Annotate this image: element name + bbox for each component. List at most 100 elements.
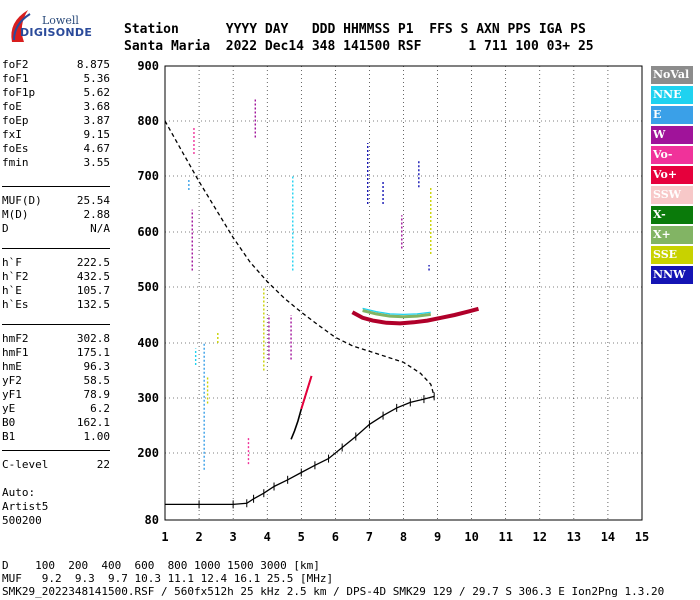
param-name: foEp — [2, 114, 29, 127]
param-row: foF2 8.875 — [2, 58, 110, 72]
param-value: 1.00 — [83, 430, 111, 443]
x-tick-label: 9 — [434, 530, 441, 544]
param-row: foF1 5.36 — [2, 72, 110, 86]
x-tick-label: 14 — [601, 530, 615, 544]
param-row: D N/A — [2, 222, 110, 236]
legend-item-vo: Vo+ — [651, 166, 693, 184]
footer-file-info: SMK29_2022348141500.RSF / 560fx512h 25 k… — [2, 585, 665, 598]
param-separator — [2, 324, 110, 325]
param-name: B1 — [2, 430, 16, 443]
x-tick-label: 7 — [366, 530, 373, 544]
x-tick-label: 11 — [498, 530, 512, 544]
virtual-height-profile — [164, 120, 435, 397]
logo-swoosh-icon — [11, 10, 31, 42]
lowell-digisonde-logo: Lowell DIGISONDE — [6, 4, 92, 44]
legend-item-nnw: NNW — [651, 266, 693, 284]
param-row: hmE 96.3 — [2, 360, 110, 374]
legend-item-w: W — [651, 126, 693, 144]
param-name: yF2 — [2, 374, 22, 387]
param-row: foEs 4.67 — [2, 142, 110, 156]
x-tick-label: 13 — [567, 530, 581, 544]
param-value: 58.5 — [83, 374, 111, 387]
param-value: 25.54 — [76, 194, 110, 207]
param-name: hmF2 — [2, 332, 29, 345]
param-value: 4.67 — [83, 142, 111, 155]
logo-text-lowell: Lowell — [42, 14, 79, 27]
y-tick-label: 400 — [137, 336, 159, 350]
param-value: 302.8 — [76, 332, 110, 345]
param-row: B0 162.1 — [2, 416, 110, 430]
y-tick-label: 200 — [137, 446, 159, 460]
x-tick-label: 10 — [464, 530, 478, 544]
param-value: 5.62 — [83, 86, 111, 99]
param-row: M(D) 2.88 — [2, 208, 110, 222]
autoscale-info: Artist5 — [2, 500, 49, 513]
x-tick-label: 15 — [635, 530, 649, 544]
logo-text-digisonde: DIGISONDE — [20, 26, 93, 39]
param-value: 5.36 — [83, 72, 111, 85]
param-name: B0 — [2, 416, 16, 429]
param-name: MUF(D) — [2, 194, 42, 207]
x-tick-label: 6 — [332, 530, 339, 544]
param-value: 175.1 — [76, 346, 110, 359]
param-value: 222.5 — [76, 256, 110, 269]
param-name: M(D) — [2, 208, 29, 221]
param-name: h`F2 — [2, 270, 29, 283]
param-name: hmF1 — [2, 346, 29, 359]
f2-echo-trace-nne — [362, 307, 431, 316]
autoscale-info: Auto: — [2, 486, 36, 499]
param-row: h`F 222.5 — [2, 256, 110, 270]
footer-info: D 100 200 400 600 800 1000 1500 3000 [km… — [2, 559, 664, 598]
param-separator — [2, 186, 110, 187]
y-tick-label: 600 — [137, 225, 159, 239]
param-name: foF1p — [2, 86, 36, 99]
param-value: 162.1 — [76, 416, 110, 429]
param-name: C-level — [2, 458, 49, 471]
y-tick-label: 300 — [137, 391, 159, 405]
param-row: foE 3.68 — [2, 100, 110, 114]
x-tick-label: 1 — [161, 530, 168, 544]
param-value: N/A — [90, 222, 110, 235]
param-name: foE — [2, 100, 22, 113]
param-value: 105.7 — [76, 284, 110, 297]
header-line-2: Santa Maria 2022 Dec14 348 141500 RSF 1 … — [124, 39, 594, 54]
param-value: 8.875 — [76, 58, 110, 71]
param-name: D — [2, 222, 9, 235]
param-row: hmF1 175.1 — [2, 346, 110, 360]
param-name: yF1 — [2, 388, 22, 401]
x-tick-label: 5 — [298, 530, 305, 544]
param-name: h`E — [2, 284, 22, 297]
param-row: MUF(D) 25.54 — [2, 194, 110, 208]
param-separator — [2, 450, 110, 451]
x-tick-label: 3 — [230, 530, 237, 544]
y-tick-label: 800 — [137, 114, 159, 128]
legend-item-x: X- — [651, 206, 693, 224]
legend-item-noval: NoVal — [651, 66, 693, 84]
x-tick-label: 4 — [264, 530, 271, 544]
footer-distance-line: D 100 200 400 600 800 1000 1500 3000 [km… — [2, 559, 320, 572]
param-name: yE — [2, 402, 16, 415]
param-value: 432.5 — [76, 270, 110, 283]
param-value: 22 — [96, 458, 110, 471]
param-name: fxI — [2, 128, 22, 141]
param-row: C-level 22 — [2, 458, 110, 472]
station-header: Station YYYY DAY DDD HHMMSS P1 FFS S AXN… — [124, 21, 594, 55]
legend-item-nne: NNE — [651, 86, 693, 104]
f2-echo-trace-x — [362, 309, 431, 319]
f2-echo-trace — [351, 306, 480, 326]
header-line-1: Station YYYY DAY DDD HHMMSS P1 FFS S AXN… — [124, 22, 586, 37]
param-value: 9.15 — [83, 128, 111, 141]
param-value: 78.9 — [83, 388, 111, 401]
param-row: foEp 3.87 — [2, 114, 110, 128]
param-row: h`E 105.7 — [2, 284, 110, 298]
param-value: 3.55 — [83, 156, 111, 169]
param-row: fmin 3.55 — [2, 156, 110, 170]
legend-item-x: X+ — [651, 226, 693, 244]
param-value: 132.5 — [76, 298, 110, 311]
y-tick-label: 700 — [137, 169, 159, 183]
param-row: yF1 78.9 — [2, 388, 110, 402]
legend-item-sse: SSE — [651, 246, 693, 264]
param-value: 96.3 — [83, 360, 111, 373]
autoscale-info: 500200 — [2, 514, 42, 527]
